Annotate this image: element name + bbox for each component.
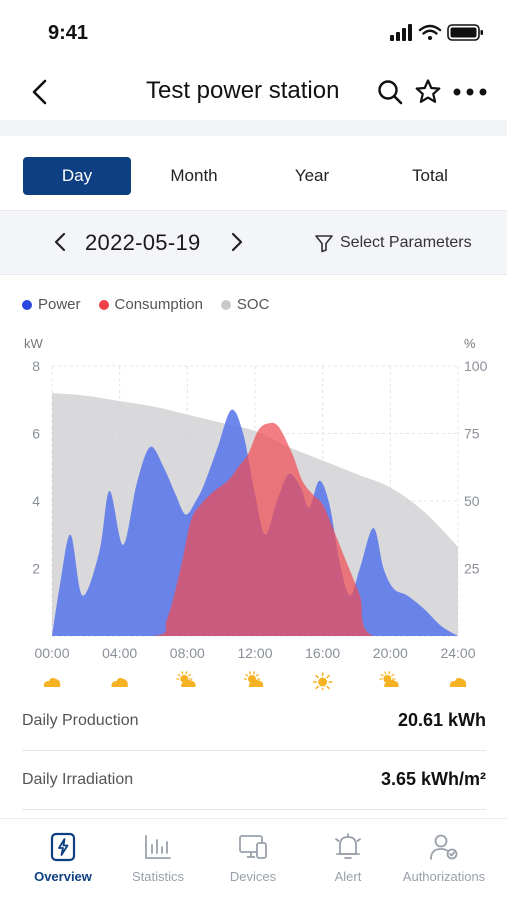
alert-icon <box>335 833 361 859</box>
statistics-icon <box>145 835 171 859</box>
y-left-tick-label: 4 <box>32 493 40 509</box>
x-tick-label: 24:00 <box>440 645 475 661</box>
x-tick-label: 08:00 <box>170 645 205 661</box>
info-value: 20.61 kWh <box>397 710 486 730</box>
info-row-daily-irradiation: Daily Irradiation 3.65 kWh/m² <box>22 751 486 810</box>
partly-sunny-icon <box>176 671 196 687</box>
cloudy-icon <box>43 677 61 687</box>
wifi-icon <box>418 24 442 40</box>
tab-label: Authorizations <box>402 869 486 884</box>
info-label: Daily Production <box>22 712 139 729</box>
tab-label: Alert <box>334 869 362 884</box>
y-left-unit: kW <box>24 336 44 351</box>
legend-label-soc: SOC <box>236 296 270 313</box>
tab-year[interactable]: Year <box>294 166 330 185</box>
battery-icon <box>447 24 483 41</box>
y-right-unit: % <box>464 336 476 351</box>
x-tick-label: 00:00 <box>34 645 69 661</box>
info-value: 3.65 kWh/m² <box>380 769 486 789</box>
x-tick-label: 12:00 <box>237 645 272 661</box>
more-icon[interactable] <box>452 78 488 106</box>
info-label: Daily Irradiation <box>22 771 134 788</box>
legend-dot-power <box>22 299 32 310</box>
legend-soc[interactable]: SOC <box>220 296 270 313</box>
tab-statistics[interactable]: Statistics <box>108 831 208 884</box>
search-icon[interactable] <box>376 78 404 106</box>
y-right-tick-label: 50 <box>464 493 480 509</box>
tab-day[interactable]: Day <box>23 157 131 195</box>
sunny-icon <box>312 672 333 690</box>
y-left-tick-label: 6 <box>32 426 40 442</box>
cloudy-icon <box>111 677 128 687</box>
next-date-button[interactable] <box>223 229 249 255</box>
cloudy-icon <box>449 677 467 687</box>
x-tick-label: 20:00 <box>373 645 408 661</box>
page-title: Test power station <box>146 77 340 104</box>
authorizations-icon <box>430 834 458 860</box>
select-parameters-button[interactable]: Select Parameters <box>314 230 472 256</box>
legend-power[interactable]: Power <box>22 296 81 313</box>
select-parameters-label: Select Parameters <box>340 234 472 251</box>
overview-icon <box>50 832 76 862</box>
back-button[interactable] <box>26 77 56 107</box>
legend-consumption[interactable]: Consumption <box>98 296 203 313</box>
signal-icon <box>390 24 412 41</box>
status-time: 9:41 <box>48 22 89 44</box>
devices-icon <box>239 835 267 859</box>
nav-bar: Test power station <box>0 64 507 120</box>
chart-axes: 8 6 4 2 100 75 50 25 00:00 04:00 08:00 12:00 16:00 20… <box>32 358 487 661</box>
chart-legend: Power Consumption SOC <box>22 296 269 313</box>
date-value[interactable]: 2022-05-19 <box>85 230 201 255</box>
tab-alert[interactable]: Alert <box>298 831 398 884</box>
y-left-tick-label: 8 <box>32 358 40 374</box>
period-tabs: Day Month Year Total <box>0 136 507 210</box>
tab-authorizations[interactable]: Authorizations <box>394 831 494 884</box>
previous-date-button[interactable] <box>48 229 74 255</box>
bottom-tab-bar: Overview Statistics Devices <box>0 818 507 901</box>
partly-sunny-icon <box>379 671 399 687</box>
x-tick-label: 16:00 <box>305 645 340 661</box>
tab-total[interactable]: Total <box>412 166 448 185</box>
legend-dot-consumption <box>98 299 109 310</box>
star-icon[interactable] <box>414 78 442 106</box>
status-icons <box>390 24 483 41</box>
tab-label: Devices <box>229 869 277 884</box>
y-left-tick-label: 2 <box>32 561 40 577</box>
tab-month[interactable]: Month <box>170 166 218 185</box>
x-tick-label: 04:00 <box>102 645 137 661</box>
date-selector: 2022-05-19 Select Parameters <box>0 210 507 275</box>
tab-devices[interactable]: Devices <box>203 831 303 884</box>
tab-label: Statistics <box>131 869 184 884</box>
legend-label-power: Power <box>38 296 81 313</box>
power-chart: kW % 8 6 4 2 100 75 50 25 00:00 04:00 08:00 12:00 16… <box>24 336 488 690</box>
weather-row <box>43 671 467 690</box>
y-right-tick-label: 25 <box>464 561 480 577</box>
series-consumption-area <box>52 422 458 636</box>
legend-dot-soc <box>220 299 231 310</box>
y-right-tick-label: 75 <box>464 426 480 442</box>
status-bar: 9:41 <box>0 0 507 64</box>
legend-label-consumption: Consumption <box>114 296 203 313</box>
partly-sunny-icon <box>243 671 264 687</box>
tab-overview[interactable]: Overview <box>13 831 113 884</box>
y-right-tick-label: 100 <box>464 358 488 374</box>
section-divider <box>0 120 507 136</box>
filter-icon <box>315 235 333 253</box>
info-row-daily-production: Daily Production 20.61 kWh <box>22 692 486 751</box>
tab-label: Overview <box>34 869 92 884</box>
